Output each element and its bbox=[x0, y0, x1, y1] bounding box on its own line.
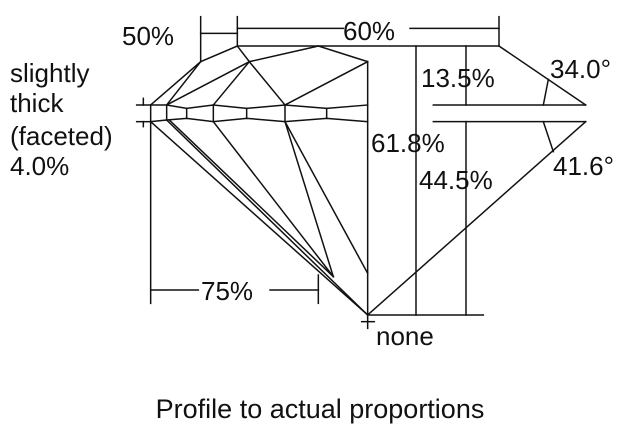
pavilion-angle-label: 41.6° bbox=[553, 151, 614, 181]
girdle-thickness-label: 4.0% bbox=[10, 151, 69, 181]
table-half-label: 50% bbox=[122, 21, 174, 51]
crown-angle-label: 34.0° bbox=[550, 54, 611, 84]
crown-facets bbox=[149, 44, 369, 107]
crown-height-label: 13.5% bbox=[421, 63, 495, 93]
girdle-label-3: (faceted) bbox=[10, 121, 113, 151]
dimension-lines bbox=[149, 15, 500, 305]
total-depth-label: 61.8% bbox=[371, 128, 445, 158]
pavilion-facets bbox=[149, 60, 369, 317]
diamond-drawing bbox=[135, 15, 587, 330]
girdle-label-1: slightly bbox=[10, 58, 89, 88]
culet-label: none bbox=[376, 321, 434, 351]
table-label: 60% bbox=[343, 16, 395, 46]
girdle-label-2: thick bbox=[10, 88, 64, 118]
caption: Profile to actual proportions bbox=[156, 394, 485, 424]
lower-half-label: 75% bbox=[201, 276, 253, 306]
right-profile bbox=[317, 44, 587, 330]
girdle bbox=[135, 97, 369, 128]
pavilion-depth-label: 44.5% bbox=[419, 165, 493, 195]
